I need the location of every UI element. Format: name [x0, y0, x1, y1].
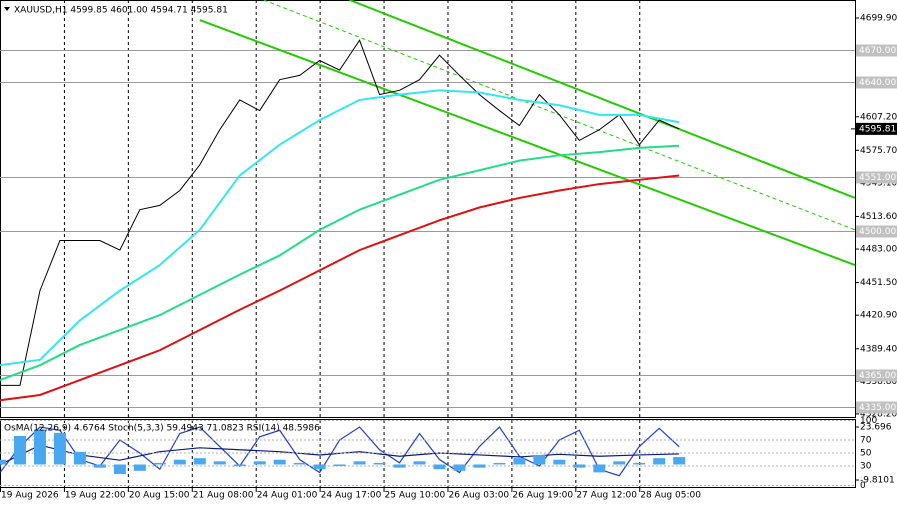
- osma-bar: [293, 462, 306, 465]
- osma-bar: [53, 432, 66, 465]
- osma-bar: [0, 459, 6, 465]
- osma-bar: [673, 457, 686, 465]
- osma-bar: [13, 436, 26, 465]
- last-price-box: [856, 122, 897, 135]
- x-tick-label: 28 Aug 05:00: [640, 491, 701, 501]
- y-tick-label: 4389.40: [860, 344, 897, 354]
- osma-bar: [193, 458, 206, 465]
- osma-bar: [373, 462, 386, 465]
- level-label: 4670.00: [859, 46, 896, 56]
- osma-bar: [313, 464, 326, 470]
- y-tick-label: 4575.70: [860, 146, 897, 156]
- channel-line: [199, 19, 856, 266]
- level-label: 4640.00: [859, 78, 896, 88]
- price-line: [0, 39, 680, 386]
- y-tick-label: 4483.00: [860, 245, 897, 255]
- x-tick-label: 24 Aug 01:00: [257, 491, 318, 501]
- osma-bar: [533, 454, 546, 465]
- x-tick-label: 19 Aug 22:00: [65, 491, 126, 501]
- last-price-label: 4595.81: [859, 124, 896, 134]
- osma-bar: [513, 458, 526, 465]
- y-tick-label: 0: [860, 481, 866, 491]
- osma-bar: [613, 461, 626, 465]
- level-label: 4335.00: [859, 403, 896, 413]
- level-label-box: [856, 76, 897, 89]
- osma-bar: [393, 464, 406, 468]
- x-tick-label: 20 Aug 15:00: [129, 491, 190, 501]
- y-tick-label: 4451.50: [860, 278, 897, 288]
- y2-tick-label: -9.8101: [860, 475, 895, 485]
- y-tick-label: 100: [860, 416, 877, 426]
- osma-bar: [333, 464, 346, 467]
- osma-bar: [173, 459, 186, 465]
- chart-title: XAUUSD,H1 4599.85 4601.00 4594.71 4595.8…: [14, 6, 228, 16]
- level-label: 4500.00: [859, 227, 896, 237]
- osma-bar: [433, 464, 446, 470]
- osma-bar: [133, 464, 146, 471]
- x-tick-label: 21 Aug 08:00: [193, 491, 254, 501]
- level-label: 4551.00: [859, 173, 896, 183]
- x-tick-label: 27 Aug 12:00: [576, 491, 637, 501]
- osma-bar: [653, 458, 666, 465]
- osma-bar: [253, 461, 266, 465]
- moving-average: [0, 89, 680, 367]
- osma-bar: [153, 462, 166, 465]
- y-tick-label: 4420.90: [860, 311, 897, 321]
- y-tick-label: 50: [860, 449, 872, 459]
- x-tick-label: 26 Aug 19:00: [512, 491, 573, 501]
- level-label-box: [856, 44, 897, 57]
- y-tick-label: 4607.20: [860, 112, 897, 122]
- level-label-box: [856, 225, 897, 238]
- x-tick-label: 19 Aug 2026: [1, 491, 59, 501]
- osma-bar: [73, 451, 86, 465]
- y-tick-label: 4328.20: [860, 409, 897, 419]
- osma-bar: [413, 461, 426, 465]
- indicator-title: OsMA(12,26,9) 4.6764 Stoch(5,3,3) 59.494…: [4, 424, 320, 434]
- y-tick-label: 30: [860, 462, 872, 472]
- osma-bar: [593, 464, 606, 473]
- level-label-box: [856, 369, 897, 382]
- level-label-box: [856, 401, 897, 414]
- y-tick-label: 4358.80: [860, 377, 897, 387]
- moving-average: [0, 174, 680, 402]
- osma-bar: [553, 459, 566, 465]
- osma-bar: [453, 464, 466, 471]
- osma-bar: [633, 462, 646, 465]
- y-tick-label: 4513.60: [860, 212, 897, 222]
- y-tick-label: 70: [860, 436, 872, 446]
- level-label-box: [856, 171, 897, 184]
- x-tick-label: 25 Aug 10:00: [385, 491, 446, 501]
- oscillator-line: [0, 426, 680, 477]
- osma-bar: [93, 464, 106, 468]
- x-tick-label: 26 Aug 03:00: [448, 491, 509, 501]
- osma-bar: [353, 461, 366, 465]
- osma-bar: [113, 464, 126, 474]
- moving-average: [0, 144, 680, 382]
- osma-bar: [33, 429, 46, 465]
- osma-bar: [213, 461, 226, 465]
- x-tick-label: 24 Aug 17:00: [321, 491, 382, 501]
- main-panel-frame: [0, 0, 856, 418]
- y-tick-label: 4699.90: [860, 14, 897, 24]
- oscillator-line: [0, 444, 680, 466]
- osma-bar: [473, 464, 486, 468]
- osma-bar: [233, 464, 246, 467]
- y2-tick-label: 23.696: [860, 422, 892, 432]
- osma-bar: [273, 459, 286, 465]
- osma-bar: [573, 464, 586, 468]
- symbol-menu-arrow: [4, 7, 10, 11]
- osma-bar: [493, 462, 506, 465]
- channel-line: [349, 0, 856, 199]
- level-label: 4365.00: [859, 371, 896, 381]
